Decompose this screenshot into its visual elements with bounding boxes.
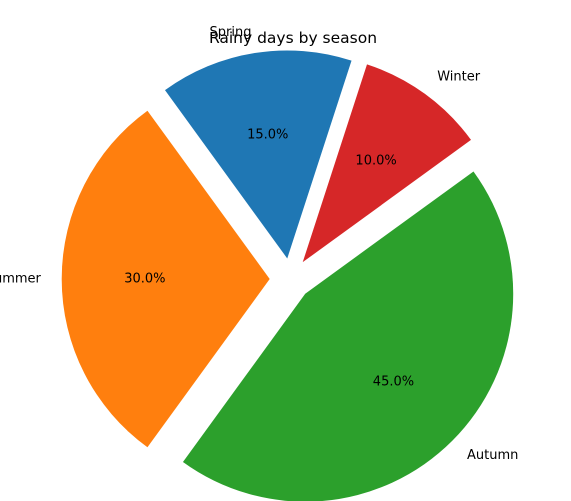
pie-slice-summer [61,110,270,448]
pie-slice-autumn [182,171,514,501]
pie-slice-spring [164,50,352,259]
slice-percent-autumn: 45.0% [373,374,414,389]
slice-label-spring: Spring [210,25,252,40]
slice-percent-spring: 15.0% [247,128,288,143]
chart-title: Rainy days by season [209,29,377,47]
slice-percent-summer: 30.0% [124,272,165,287]
slice-label-winter: Winter [437,70,481,85]
slice-label-summer: Summer [0,272,42,287]
slice-label-autumn: Autumn [467,448,518,463]
pie-slices [61,50,514,501]
slice-percent-winter: 10.0% [355,154,396,169]
pie-labels: Spring 15.0% Summer 30.0% Autumn 45.0% Winter 1… [0,25,518,463]
pie-slice-winter [302,64,472,263]
